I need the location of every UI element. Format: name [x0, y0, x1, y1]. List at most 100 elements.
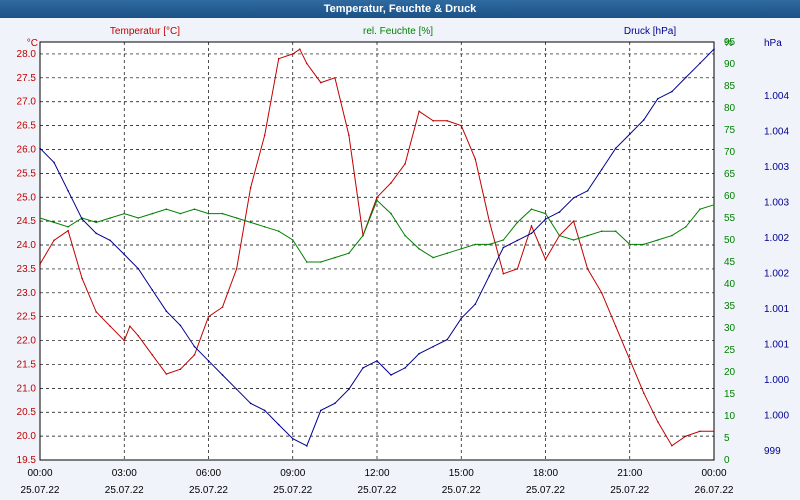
x-tick-date-label: 25.07.22	[526, 485, 565, 496]
series-1-point	[263, 134, 266, 136]
series-2-point	[193, 208, 196, 210]
series-3-point	[418, 352, 420, 355]
series-1-point	[298, 48, 301, 50]
series-3-point	[572, 197, 575, 199]
series-1-point	[291, 53, 294, 55]
series-3-point	[390, 374, 392, 376]
temperature-tick-label: 26.5	[17, 121, 37, 132]
series-1-point	[123, 339, 126, 342]
series-3-point	[558, 211, 561, 213]
series-3-point	[334, 402, 336, 405]
series-2-point	[151, 212, 154, 215]
series-2-point	[586, 234, 589, 237]
temperature-tick-label: 21.5	[17, 359, 37, 370]
humidity-tick-label: 20	[724, 367, 736, 378]
series-1-point	[657, 420, 659, 423]
pressure-tick-label: 1.002	[764, 269, 789, 280]
pressure-tick-label: 1.002	[764, 233, 789, 244]
x-tick-date-label: 25.07.22	[358, 485, 397, 496]
humidity-tick-label: 80	[724, 103, 736, 114]
series-1-point	[432, 120, 434, 122]
series-3-point	[109, 239, 112, 242]
series-1-point	[699, 430, 701, 433]
humidity-tick-label: 15	[724, 389, 736, 400]
temperature-tick-label: 25.0	[17, 192, 37, 203]
series-1-point	[544, 258, 547, 261]
humidity-tick-label: 70	[724, 147, 736, 158]
series-2-point	[291, 239, 294, 241]
series-1-point	[600, 292, 603, 294]
temperature-tick-label: 20.0	[17, 431, 37, 442]
pressure-tick-label: 1.001	[764, 304, 789, 315]
series-2-point	[446, 252, 449, 254]
series-2-point	[249, 221, 252, 224]
series-3-point	[305, 445, 308, 447]
series-2-point	[418, 248, 420, 250]
series-3-point	[221, 374, 224, 376]
temperature-tick-label: 23.0	[17, 288, 37, 299]
series-2-point	[53, 221, 55, 224]
series-2-point	[362, 234, 364, 237]
series-3-point	[193, 345, 196, 348]
series-1-point	[277, 57, 280, 60]
series-1-point	[474, 158, 477, 160]
series-3-point	[207, 360, 210, 362]
series-3-point	[544, 218, 547, 220]
temperature-tick-label: 24.5	[17, 216, 37, 227]
x-tick-time-label: 21:00	[617, 468, 642, 479]
series-3-point	[586, 189, 589, 192]
x-tick-time-label: 15:00	[449, 468, 474, 479]
series-1-point	[586, 268, 589, 270]
series-2-point	[95, 221, 97, 224]
series-3-point	[348, 388, 350, 390]
series-2-point	[404, 234, 406, 237]
series-3-point	[460, 317, 463, 320]
x-tick-time-label: 06:00	[196, 468, 221, 479]
series-3-point	[713, 48, 715, 50]
series-3-point	[657, 97, 659, 100]
series-1-point	[39, 263, 41, 265]
series-3-point	[642, 119, 645, 121]
series-2-point	[235, 217, 238, 219]
series-3-point	[123, 253, 126, 256]
series-1-point	[179, 368, 182, 371]
series-2-point	[277, 230, 280, 232]
humidity-tick-label: 50	[724, 235, 736, 246]
series-2-point	[432, 256, 434, 259]
humidity-tick-label: 95	[724, 37, 736, 48]
series-1-point	[460, 124, 463, 127]
temperature-tick-label: 19.5	[17, 455, 37, 466]
temperature-tick-label: 22.5	[17, 312, 37, 323]
series-1-point	[502, 272, 505, 275]
pressure-tick-label: 999	[764, 446, 781, 457]
series-3-point	[685, 76, 687, 79]
series-2-point	[685, 226, 687, 228]
series-2-point	[699, 208, 701, 210]
series-1-point	[390, 182, 392, 184]
series-1-point	[418, 110, 420, 113]
series-2-point	[474, 243, 477, 246]
humidity-tick-label: 85	[724, 81, 736, 92]
series-2-point	[657, 239, 659, 241]
series-3-point	[137, 267, 140, 270]
series-1-point	[193, 354, 196, 356]
series-2-point	[502, 239, 505, 241]
series-2-point	[488, 243, 491, 246]
x-tick-date-label: 25.07.22	[273, 485, 312, 496]
series-2-point	[642, 243, 645, 246]
temperature-tick-label: 23.5	[17, 264, 37, 275]
series-3-point	[488, 274, 491, 277]
series-3-point	[530, 232, 533, 235]
x-tick-date-label: 25.07.22	[189, 485, 228, 496]
temperature-tick-label: 24.0	[17, 240, 37, 251]
pressure-unit-label: hPa	[764, 38, 782, 49]
series-1-point	[81, 277, 83, 280]
series-1-point	[334, 77, 336, 79]
series-1-point	[137, 334, 140, 337]
series-1-point	[530, 225, 533, 227]
series-2-point	[544, 212, 547, 215]
series-1-point	[376, 196, 378, 199]
x-tick-date-label: 25.07.22	[442, 485, 481, 496]
x-tick-date-label: 25.07.22	[21, 485, 60, 496]
series-2-point	[348, 252, 350, 254]
